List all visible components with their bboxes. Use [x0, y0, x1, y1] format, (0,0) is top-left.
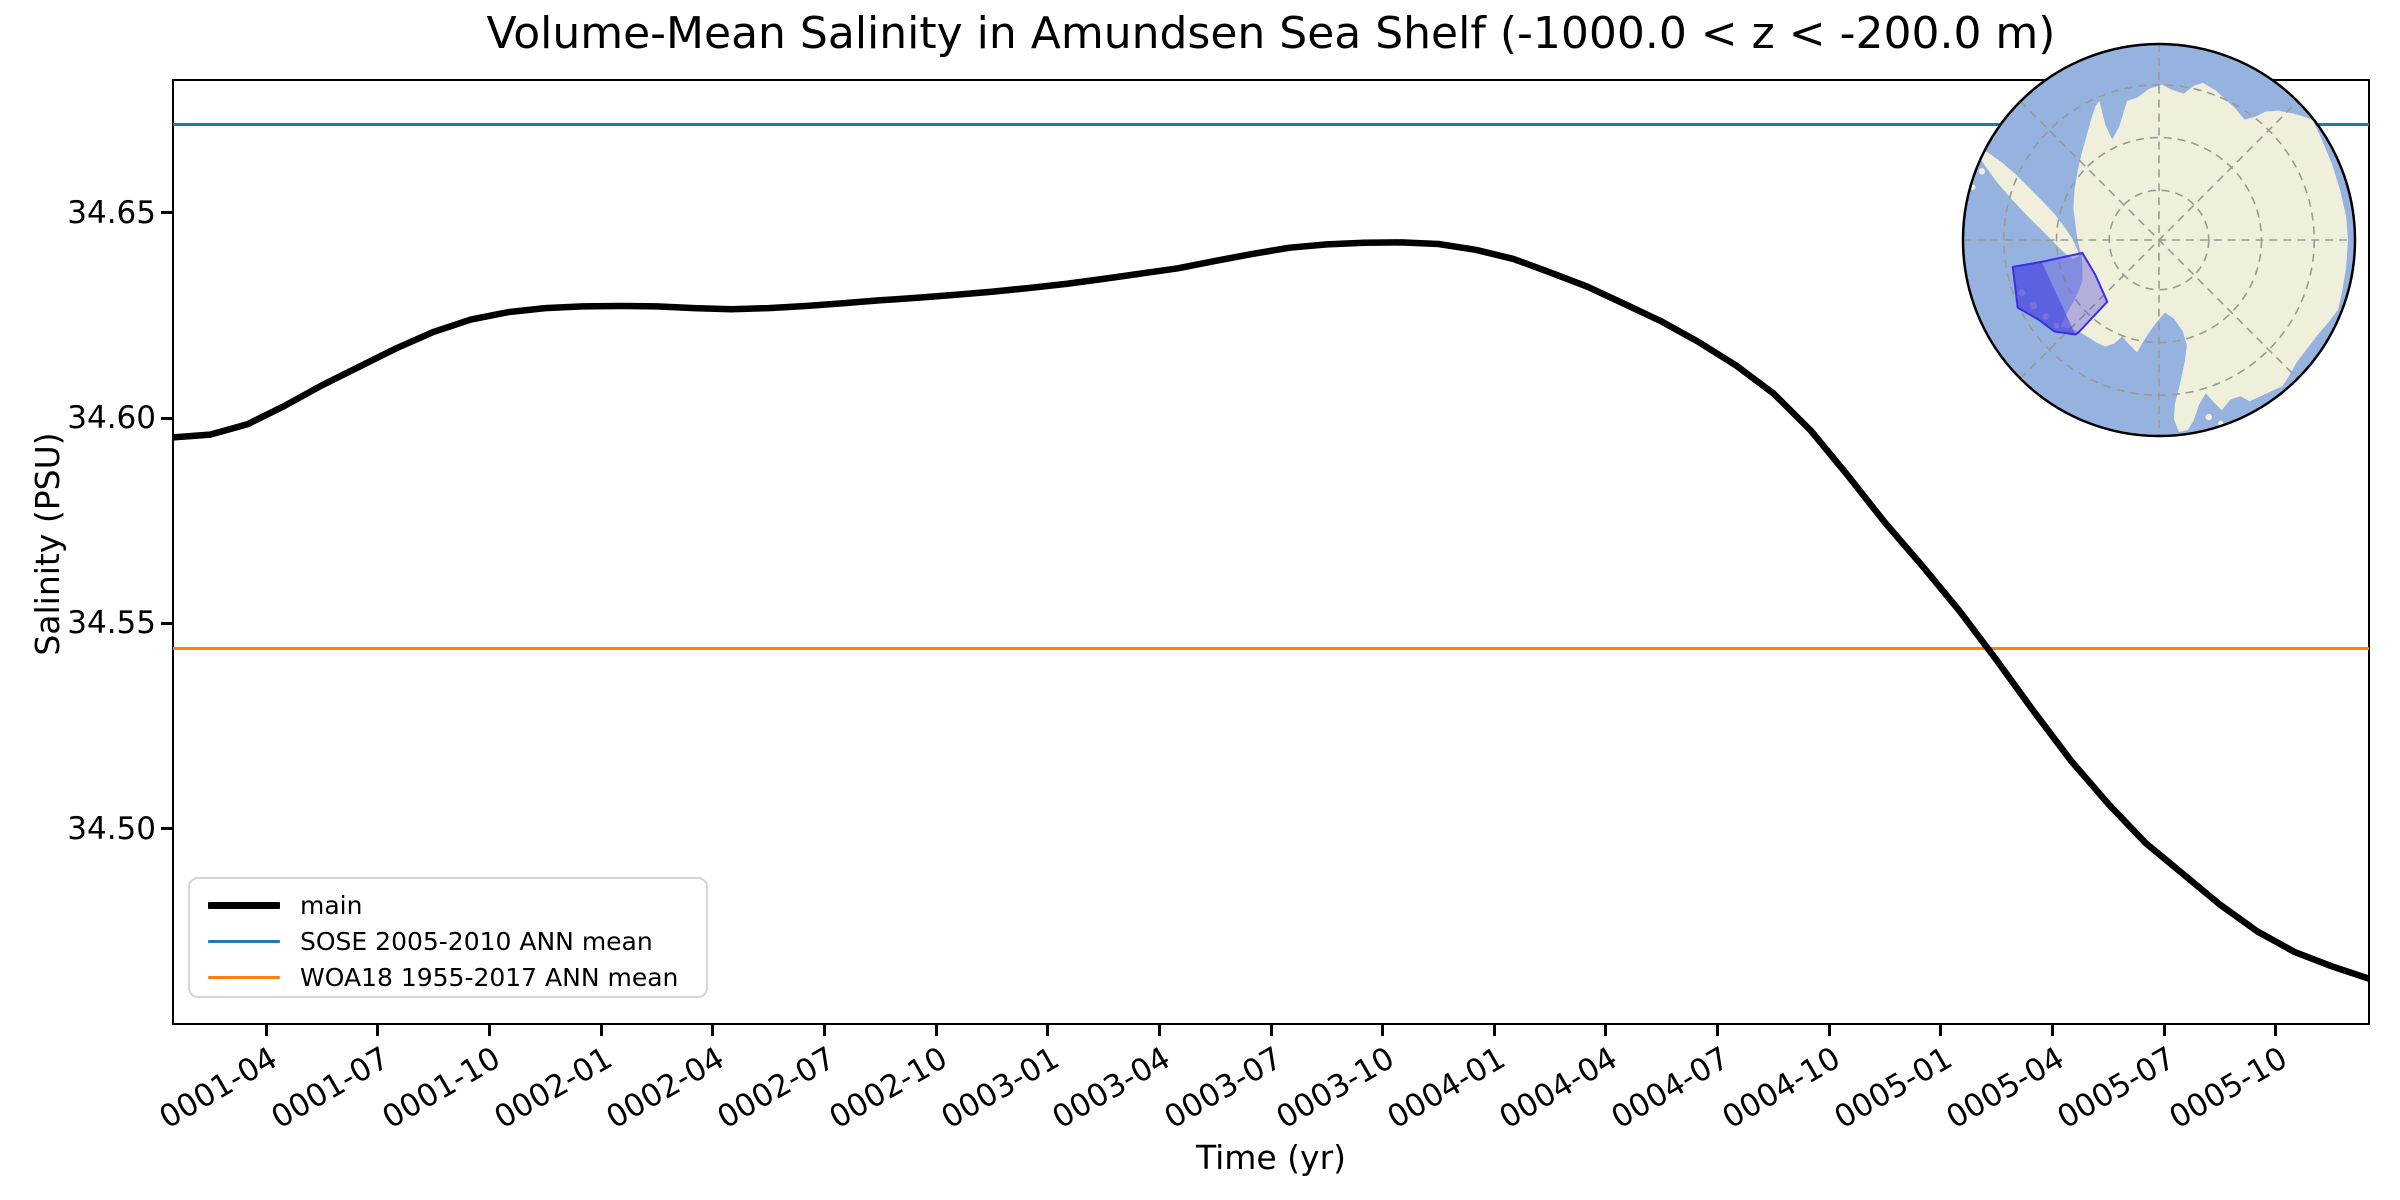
main-series-line [173, 239, 2369, 982]
x-tick-mark [487, 1025, 491, 1036]
x-tick-mark [1492, 1025, 1496, 1036]
x-tick-mark [1827, 1025, 1831, 1036]
legend-rows: main SOSE 2005-2010 ANN mean WOA18 1955-20… [208, 887, 706, 995]
y-axis-label: Salinity (PSU) [28, 432, 67, 656]
x-tick-mark [711, 1025, 715, 1036]
inset-graticule [1962, 43, 2356, 437]
legend-line-sample [208, 975, 280, 979]
x-tick-mark [2051, 1025, 2055, 1036]
x-tick-mark [264, 1025, 268, 1036]
inset-antarctica-landmass [2060, 82, 2349, 433]
y-tick-label: 34.55 [67, 605, 156, 642]
legend-row: SOSE 2005-2010 ANN mean [208, 923, 706, 959]
x-tick-mark [2162, 1025, 2166, 1036]
y-tick-label: 34.50 [67, 810, 156, 847]
y-tick-label: 34.65 [67, 194, 156, 231]
y-tick-mark [161, 211, 172, 215]
x-tick-mark [1604, 1025, 1608, 1036]
x-axis-label: Time (yr) [1195, 1138, 1347, 1177]
legend-row: main [208, 887, 706, 923]
y-tick-label: 34.60 [67, 400, 156, 437]
x-tick-mark [1157, 1025, 1161, 1036]
x-tick-mark [376, 1025, 380, 1036]
legend-label: main [300, 890, 363, 920]
x-tick-mark [934, 1025, 938, 1036]
x-tick-mark [1939, 1025, 1943, 1036]
x-tick-mark [1716, 1025, 1720, 1036]
y-tick-mark [161, 827, 172, 831]
x-tick-mark [1381, 1025, 1385, 1036]
plot-title: Volume-Mean Salinity in Amundsen Sea She… [486, 8, 2056, 59]
x-tick-mark [2274, 1025, 2278, 1036]
x-tick-mark [1269, 1025, 1273, 1036]
legend-label: SOSE 2005-2010 ANN mean [300, 926, 653, 956]
legend-label: WOA18 1955-2017 ANN mean [300, 962, 679, 992]
study-region-highlight [2011, 251, 2109, 336]
x-tick-mark [599, 1025, 603, 1036]
inset-antarctic-peninsula [1977, 147, 2080, 259]
y-tick-mark [161, 621, 172, 625]
inset-map-border [1961, 42, 2357, 438]
legend-line-sample [208, 939, 280, 943]
y-tick-mark [161, 416, 172, 420]
legend-line-sample [208, 901, 280, 909]
study-region-dark-patch [2012, 261, 2076, 335]
legend: main SOSE 2005-2010 ANN mean WOA18 1955-20… [188, 877, 708, 998]
legend-row: WOA18 1955-2017 ANN mean [208, 959, 706, 995]
inset-map-antarctica [1961, 42, 2357, 438]
x-tick-mark [822, 1025, 826, 1036]
x-tick-mark [1046, 1025, 1050, 1036]
